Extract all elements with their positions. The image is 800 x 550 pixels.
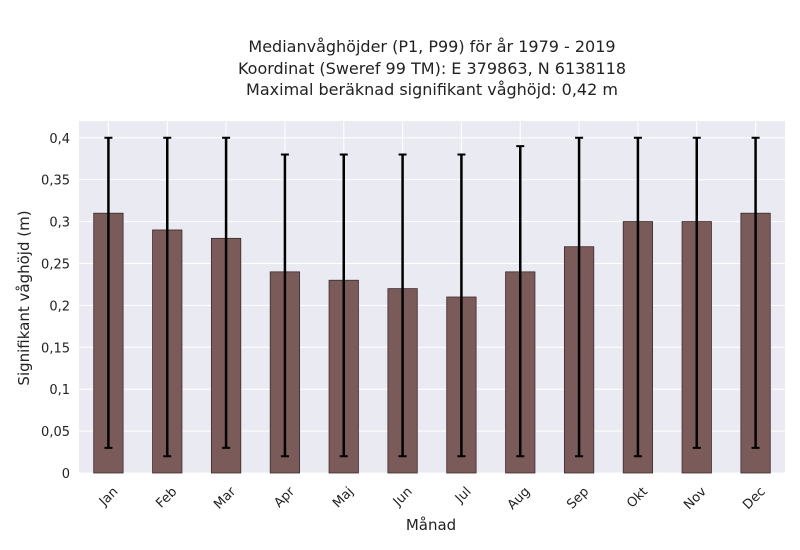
y-tick-label: 0 [62, 467, 70, 482]
y-tick-label: 0,35 [41, 174, 70, 189]
title-line-2: Koordinat (Sweref 99 TM): E 379863, N 61… [238, 59, 626, 78]
y-axis-label: Signifikant våghöjd (m) [15, 210, 33, 385]
y-tick-label: 0,1 [49, 383, 70, 398]
y-tick-label: 0,05 [41, 425, 70, 440]
x-tick-label: Dec [740, 484, 768, 512]
x-tick-label: Jun [390, 484, 416, 510]
x-axis-ticks: Jan Feb Mar Apr Maj Jun Jul Aug Sep Okt Nov Dec [96, 484, 769, 513]
chart-title: Medianvåghöjder (P1, P99) för år 1979 - … [238, 37, 626, 99]
x-tick-label: Nov [681, 484, 710, 513]
error-bars [104, 136, 760, 458]
title-line-3: Maximal beräknad signifikant våghöjd: 0,… [246, 80, 618, 99]
plot-area [79, 121, 785, 473]
x-tick-label: Aug [505, 484, 534, 513]
x-axis-label: Månad [406, 516, 456, 534]
y-tick-label: 0,15 [41, 341, 70, 356]
x-tick-label: Okt [624, 484, 651, 511]
x-tick-label: Mar [211, 484, 239, 512]
y-tick-label: 0,25 [41, 257, 70, 272]
x-tick-label: Jul [452, 484, 474, 506]
x-tick-label: Sep [564, 484, 592, 512]
y-tick-label: 0,4 [49, 132, 70, 147]
x-tick-label: Maj [330, 484, 357, 511]
x-tick-label: Jan [96, 484, 121, 509]
x-tick-label: Apr [271, 484, 298, 511]
y-tick-label: 0,3 [49, 216, 70, 231]
x-tick-label: Feb [153, 484, 180, 511]
y-tick-label: 0,2 [49, 299, 70, 314]
title-line-1: Medianvåghöjder (P1, P99) för år 1979 - … [248, 37, 615, 56]
y-axis-ticks: 0 0,05 0,1 0,15 0,2 0,25 0,3 0,35 0,4 [41, 132, 70, 482]
